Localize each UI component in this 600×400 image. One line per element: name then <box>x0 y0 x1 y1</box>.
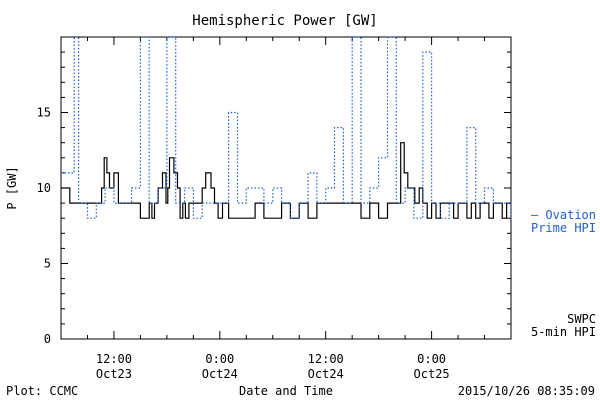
ovation-prime-hpi-line <box>61 36 512 219</box>
plot-timestamp: 2015/10/26 08:35:09 <box>458 384 595 398</box>
swpc-hpi-line <box>61 142 511 219</box>
x-tick-time-label: 12:00 <box>96 352 132 366</box>
series-layer <box>61 36 512 219</box>
legend-label: 5-min HPI <box>531 325 596 339</box>
x-tick-time-label: 0:00 <box>417 352 446 366</box>
x-tick-time-label: 12:00 <box>308 352 344 366</box>
x-tick-date-label: Oct23 <box>96 367 132 381</box>
y-tick-label: 0 <box>44 332 51 346</box>
x-tick-date-label: Oct24 <box>308 367 344 381</box>
x-tick-date-label: Oct24 <box>202 367 238 381</box>
y-tick-label: 10 <box>37 181 51 195</box>
x-tick-time-label: 0:00 <box>205 352 234 366</box>
x-tick-date-label: Oct25 <box>414 367 450 381</box>
y-tick-label: 5 <box>44 257 51 271</box>
legend-label: Prime HPI <box>531 221 596 235</box>
legend-label: — Ovation <box>531 208 596 222</box>
y-axis: 0 5 10 15 <box>37 36 511 346</box>
x-axis-label: Date and Time <box>239 384 333 398</box>
plot-frame <box>60 36 512 340</box>
y-tick-label: 15 <box>37 106 51 120</box>
legend-label: SWPC <box>567 312 596 326</box>
y-axis-label: P [GW] <box>5 166 19 209</box>
chart-title: Hemispheric Power [GW] <box>192 13 377 29</box>
plot-credit: Plot: CCMC <box>6 384 78 398</box>
